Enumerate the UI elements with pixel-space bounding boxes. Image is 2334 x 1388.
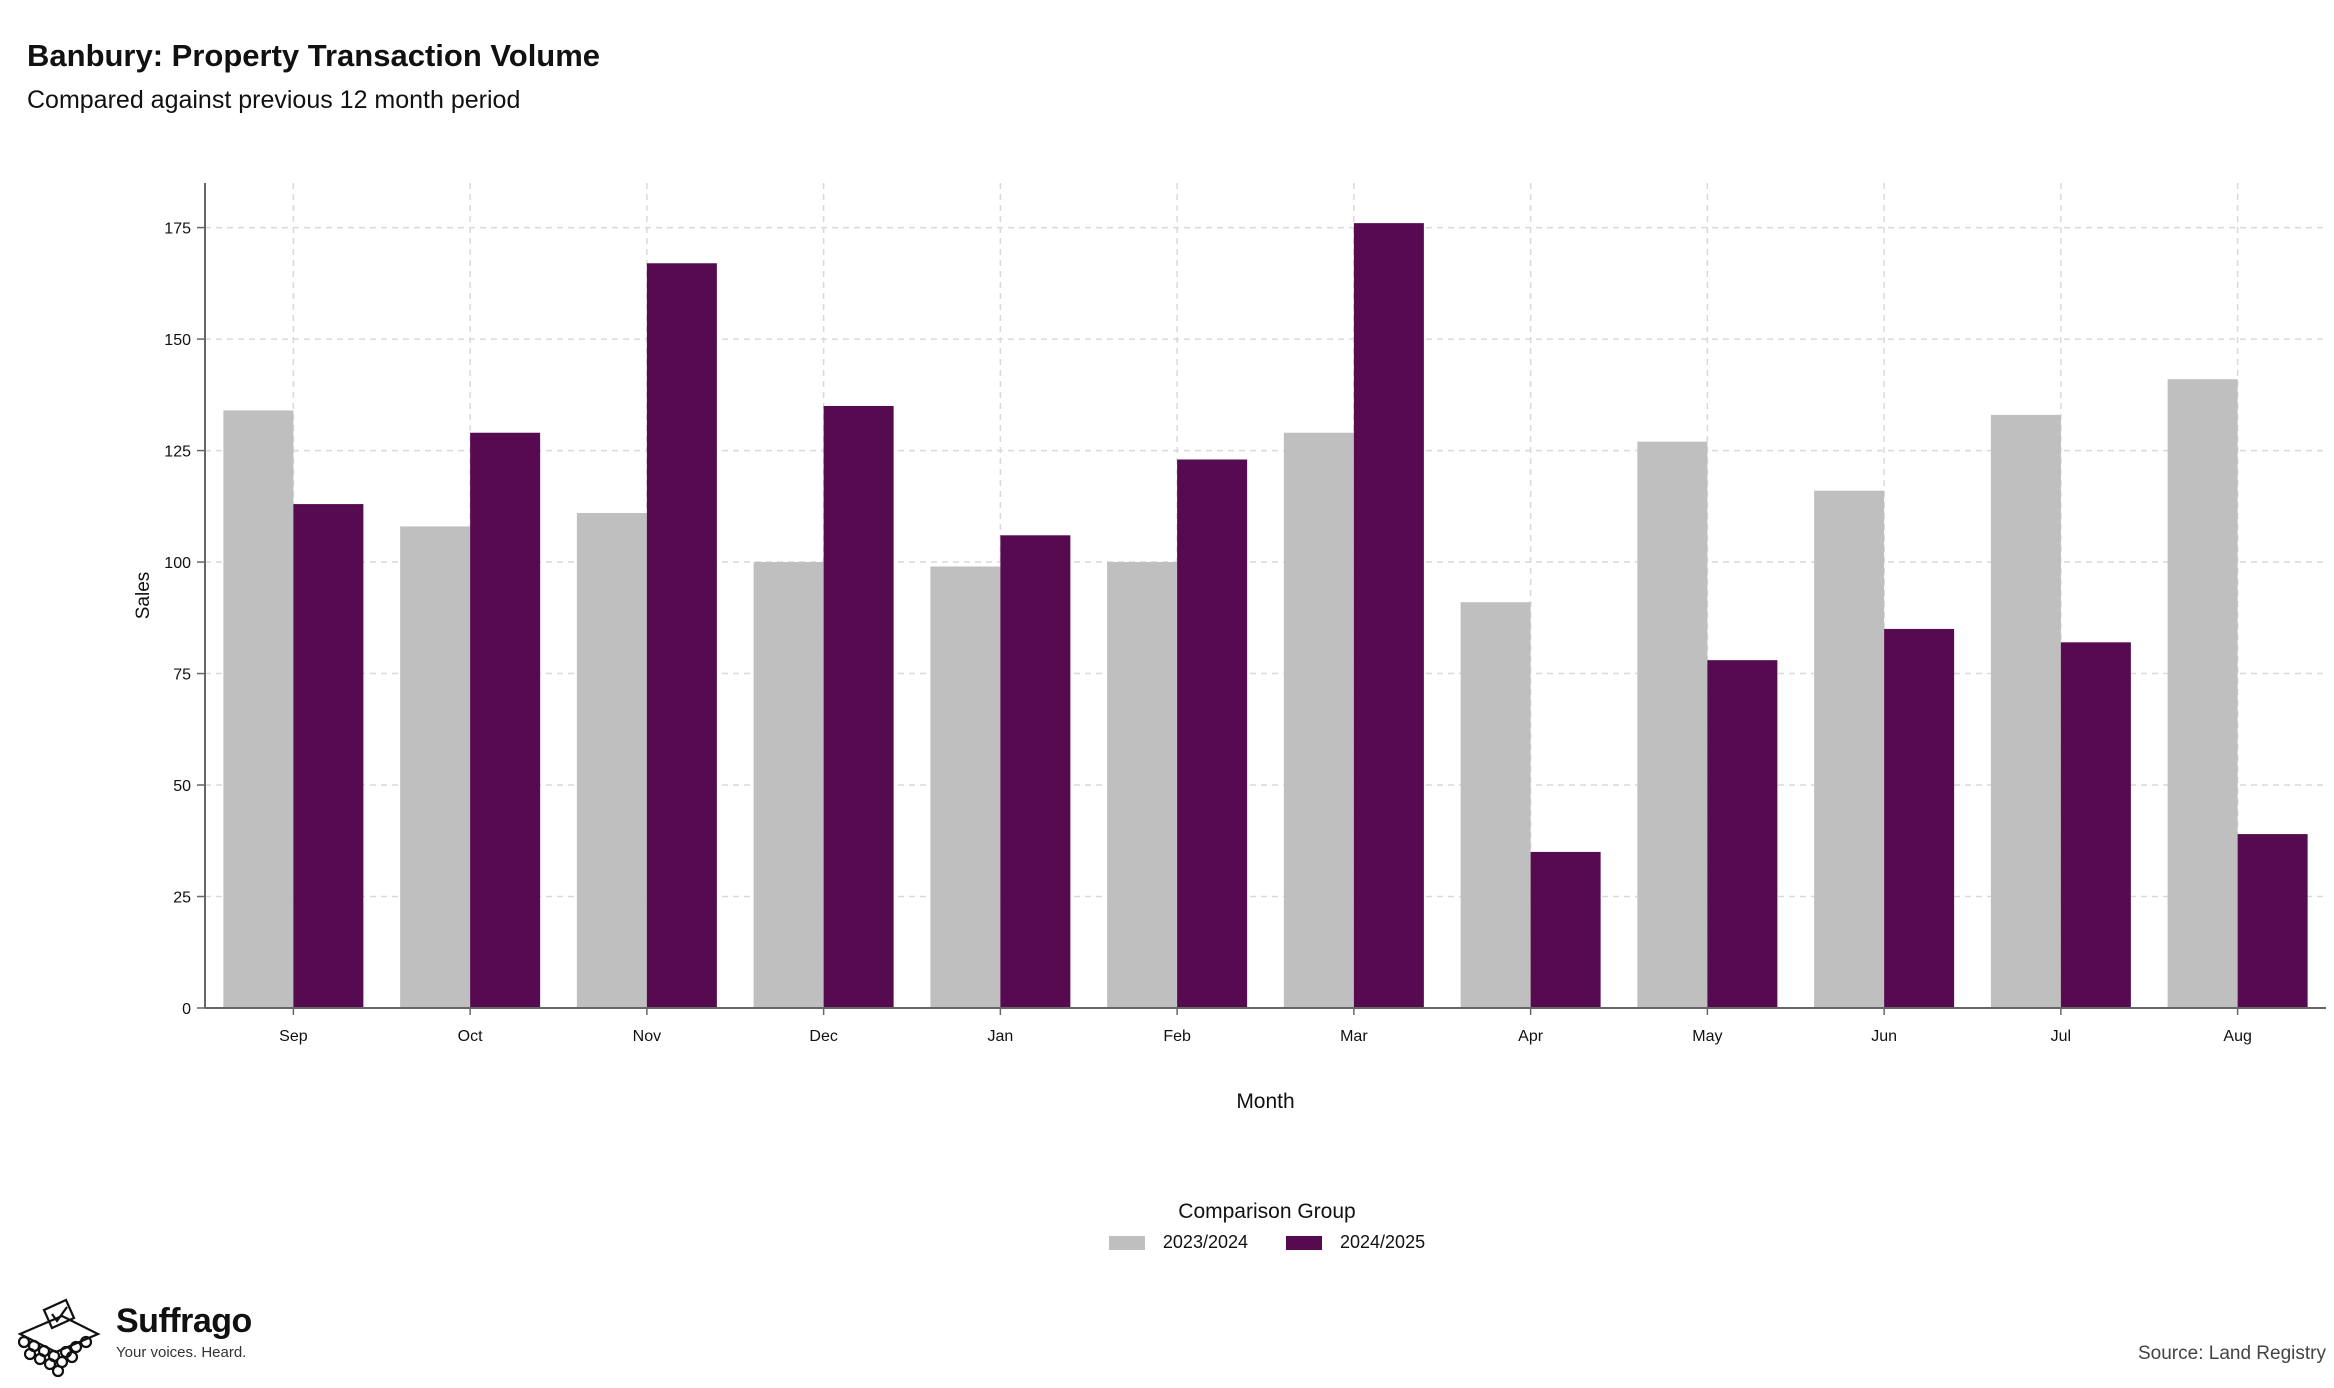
legend-item-2023-2024: 2023/2024 xyxy=(1108,1232,1248,1253)
legend-label-2024-2025: 2024/2025 xyxy=(1340,1232,1426,1252)
chart-title: Banbury: Property Transaction Volume xyxy=(27,38,601,73)
bar-chart: 0 25 50 75 100 125 150 175 Sep Oct Nov Dec Jan Feb Mar… xyxy=(133,183,2326,1113)
x-tick-label: Dec xyxy=(809,1028,837,1045)
bar-2023-2024-jul xyxy=(1990,414,2061,1008)
x-tick-label: Jun xyxy=(1871,1028,1897,1045)
legend-swatch-2023-2024 xyxy=(1108,1235,1145,1250)
x-tick-label: Jan xyxy=(987,1028,1013,1045)
x-tick-label: May xyxy=(1692,1028,1722,1045)
bar-2024-2025-jul xyxy=(2060,642,2131,1008)
y-tick-label: 175 xyxy=(164,221,191,238)
bar-2023-2024-jun xyxy=(1814,490,1885,1008)
x-tick-label: Feb xyxy=(1163,1028,1191,1045)
bar-2023-2024-feb xyxy=(1107,562,1178,1008)
bar-2024-2025-mar xyxy=(1353,223,1424,1008)
y-tick-label: 150 xyxy=(164,332,191,349)
legend-title: Comparison Group xyxy=(1178,1200,1356,1223)
bar-2023-2024-aug xyxy=(2167,379,2238,1009)
brand-name: Suffrago xyxy=(116,1302,252,1340)
x-tick-label: Oct xyxy=(458,1028,483,1045)
x-tick-label: Nov xyxy=(633,1028,661,1045)
x-tick-label: Mar xyxy=(1340,1028,1368,1045)
legend-item-2024-2025: 2024/2025 xyxy=(1286,1232,1425,1253)
bar-2023-2024-may xyxy=(1637,441,1708,1008)
bar-2024-2025-apr xyxy=(1530,851,1601,1008)
legend-swatch-2024-2025 xyxy=(1286,1235,1322,1250)
legend-label-2023-2024: 2023/2024 xyxy=(1162,1232,1248,1252)
source-note: Source: Land Registry xyxy=(2138,1343,2326,1364)
bar-2024-2025-jan xyxy=(1000,535,1071,1008)
x-tick-label: Aug xyxy=(2223,1028,2251,1045)
y-tick-label: 25 xyxy=(173,890,191,907)
ballot-box-icon xyxy=(17,1298,101,1378)
y-tick-label: 50 xyxy=(173,778,191,795)
bar-2023-2024-sep xyxy=(223,410,294,1008)
brand-logo: Suffrago Your voices. Heard. xyxy=(14,1296,252,1378)
bar-2023-2024-jan xyxy=(930,566,1001,1008)
bar-2024-2025-nov xyxy=(646,263,717,1008)
x-tick-label: Jul xyxy=(2051,1028,2071,1045)
y-axis-title: Sales xyxy=(133,572,154,620)
bar-2024-2025-aug xyxy=(2237,834,2308,1008)
bar-2023-2024-nov xyxy=(576,513,647,1008)
bar-2023-2024-oct xyxy=(400,526,471,1008)
bar-2023-2024-apr xyxy=(1460,602,1531,1008)
y-tick-label: 0 xyxy=(182,1001,191,1018)
bar-2024-2025-feb xyxy=(1177,459,1248,1009)
y-tick-label: 75 xyxy=(173,667,191,684)
bar-2024-2025-oct xyxy=(470,432,541,1008)
y-tick-label: 100 xyxy=(164,555,191,572)
bar-2024-2025-may xyxy=(1707,660,1778,1008)
bar-2024-2025-dec xyxy=(823,405,894,1008)
y-tick-label: 125 xyxy=(164,444,191,461)
brand-tagline: Your voices. Heard. xyxy=(116,1344,247,1361)
bar-2023-2024-mar xyxy=(1283,432,1354,1008)
bar-2024-2025-sep xyxy=(293,504,364,1008)
legend: 2023/2024 2024/2025 xyxy=(0,1232,2334,1253)
chart-subtitle: Compared against previous 12 month perio… xyxy=(27,86,521,114)
bar-2024-2025-jun xyxy=(1884,628,1955,1008)
bar-2023-2024-dec xyxy=(753,562,824,1008)
x-tick-label: Sep xyxy=(279,1028,308,1045)
x-axis-title: Month xyxy=(1236,1090,1294,1113)
x-tick-label: Apr xyxy=(1518,1028,1544,1045)
